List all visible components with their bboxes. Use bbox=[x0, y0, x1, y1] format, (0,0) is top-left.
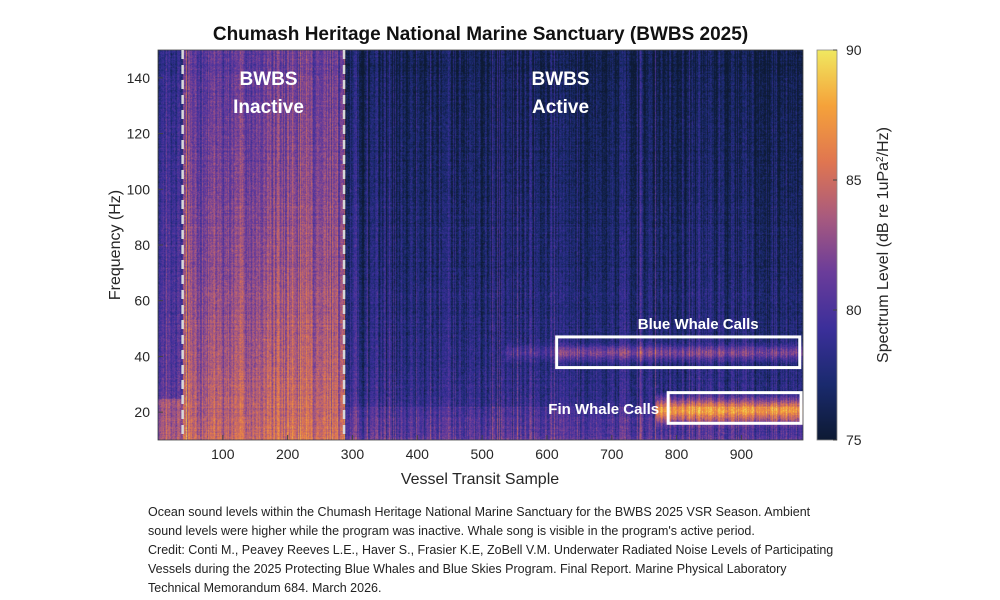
y-tick-label: 120 bbox=[127, 126, 151, 142]
colorbar bbox=[816, 49, 838, 441]
caption-line: Credit: Conti M., Peavey Reeves L.E., Ha… bbox=[148, 543, 834, 557]
axes: 100 200 300 400 500 600 700 800 900 20 40 60 80 100 12… bbox=[127, 49, 804, 462]
x-tick-label: 800 bbox=[665, 446, 689, 462]
y-tick-label: 80 bbox=[134, 237, 150, 253]
y-tick-label: 60 bbox=[134, 293, 150, 309]
caption-line: Vessels during the 2025 Protecting Blue … bbox=[148, 562, 787, 576]
annotation-box bbox=[666, 391, 803, 425]
colorbar-tick-label: 75 bbox=[846, 432, 862, 448]
colorbar-label: Spectrum Level (dB re 1uPa2/Hz) bbox=[875, 127, 893, 363]
caption-line: Ocean sound levels within the Chumash He… bbox=[148, 505, 811, 519]
annotation-label: Fin Whale Calls bbox=[548, 401, 659, 418]
colorbar-tick-label: 90 bbox=[846, 42, 862, 58]
caption-line: sound levels were higher while the progr… bbox=[148, 524, 755, 538]
figure-caption: Ocean sound levels within the Chumash He… bbox=[148, 503, 888, 598]
spectrogram-heatmap bbox=[158, 50, 803, 440]
y-tick-label: 20 bbox=[134, 404, 150, 420]
x-tick-label: 100 bbox=[211, 446, 235, 462]
caption-line: Technical Memorandum 684. March 2026. bbox=[148, 581, 382, 595]
region-label: BWBS bbox=[239, 69, 297, 90]
y-tick-label: 140 bbox=[127, 70, 151, 86]
chart-title: Chumash Heritage National Marine Sanctua… bbox=[212, 24, 749, 45]
region-label: BWBS bbox=[532, 69, 590, 90]
colorbar-tick-label: 85 bbox=[846, 172, 862, 188]
x-tick-label: 200 bbox=[276, 446, 300, 462]
colorbar-tick-label: 80 bbox=[846, 302, 862, 318]
y-tick-label: 40 bbox=[134, 348, 150, 364]
annotations: BWBS Inactive BWBS Active Blue Whale Calls Fi… bbox=[181, 50, 803, 440]
y-axis-label: Frequency (Hz) bbox=[107, 190, 124, 300]
region-label: Active bbox=[532, 97, 589, 118]
colorbar-ticks: 75 80 85 90 bbox=[833, 42, 862, 448]
x-tick-label: 700 bbox=[600, 446, 624, 462]
y-tick-label: 100 bbox=[127, 181, 151, 197]
x-tick-label: 600 bbox=[535, 446, 559, 462]
annotation-label: Blue Whale Calls bbox=[638, 316, 759, 333]
region-label: Inactive bbox=[233, 97, 304, 118]
x-axis-label: Vessel Transit Sample bbox=[401, 471, 559, 488]
x-tick-label: 900 bbox=[730, 446, 754, 462]
annotation-box bbox=[555, 335, 802, 370]
x-tick-label: 400 bbox=[406, 446, 430, 462]
x-tick-label: 300 bbox=[341, 446, 365, 462]
x-tick-label: 500 bbox=[470, 446, 494, 462]
